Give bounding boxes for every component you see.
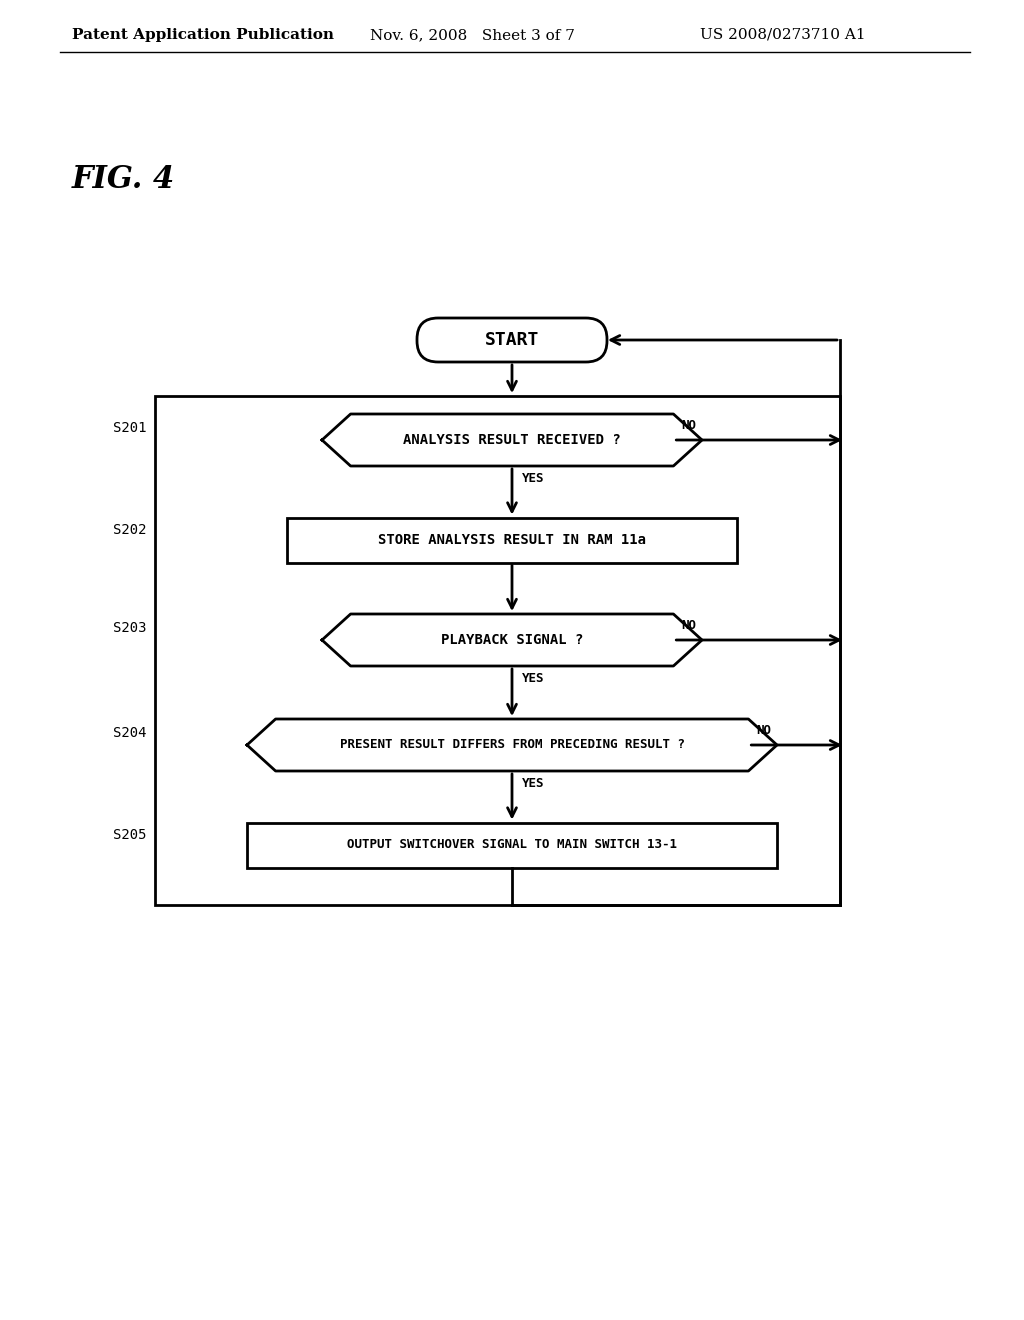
Bar [287, 517, 737, 562]
Polygon shape [322, 414, 702, 466]
Text: NO: NO [757, 723, 771, 737]
Text: S203: S203 [114, 620, 147, 635]
Text: S201: S201 [114, 421, 147, 436]
Bar [155, 396, 840, 906]
Text: S204: S204 [114, 726, 147, 741]
Text: ANALYSIS RESULT RECEIVED ?: ANALYSIS RESULT RECEIVED ? [403, 433, 621, 447]
Text: STORE ANALYSIS RESULT IN RAM 11a: STORE ANALYSIS RESULT IN RAM 11a [378, 533, 646, 546]
Text: US 2008/0273710 A1: US 2008/0273710 A1 [700, 28, 865, 42]
Text: NO: NO [681, 619, 696, 632]
Text: PLAYBACK SIGNAL ?: PLAYBACK SIGNAL ? [440, 634, 584, 647]
Text: PRESENT RESULT DIFFERS FROM PRECEDING RESULT ?: PRESENT RESULT DIFFERS FROM PRECEDING RE… [340, 738, 684, 751]
Text: START: START [484, 331, 540, 348]
Text: YES: YES [522, 473, 545, 484]
Polygon shape [322, 614, 702, 667]
Bar [247, 822, 777, 867]
Text: OUTPUT SWITCHOVER SIGNAL TO MAIN SWITCH 13-1: OUTPUT SWITCHOVER SIGNAL TO MAIN SWITCH … [347, 838, 677, 851]
Text: FIG. 4: FIG. 4 [72, 165, 175, 195]
Text: YES: YES [522, 777, 545, 789]
Polygon shape [247, 719, 777, 771]
Text: YES: YES [522, 672, 545, 685]
Text: S202: S202 [114, 523, 147, 537]
FancyBboxPatch shape [417, 318, 607, 362]
Text: NO: NO [681, 418, 696, 432]
Text: Nov. 6, 2008   Sheet 3 of 7: Nov. 6, 2008 Sheet 3 of 7 [370, 28, 574, 42]
Text: Patent Application Publication: Patent Application Publication [72, 28, 334, 42]
Text: S205: S205 [114, 828, 147, 842]
